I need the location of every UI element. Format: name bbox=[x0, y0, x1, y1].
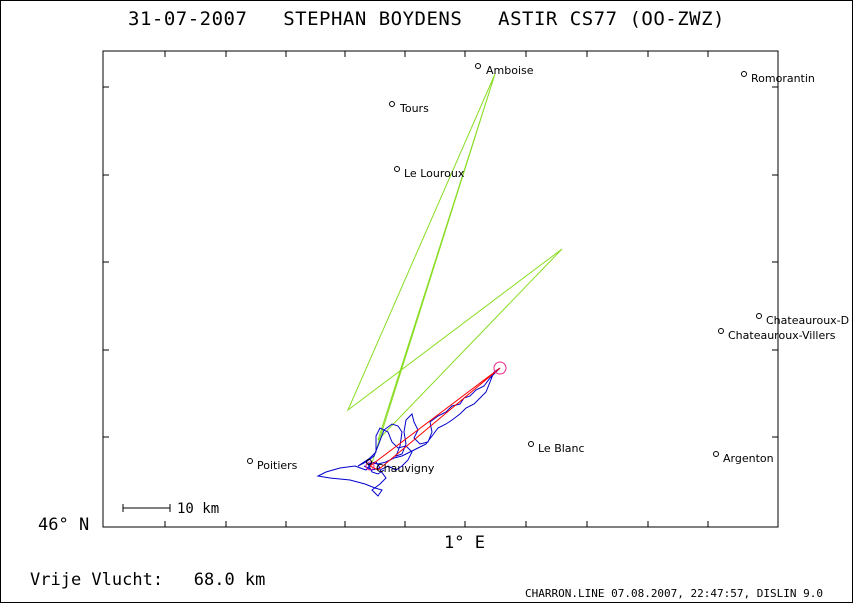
glider-name: ASTIR CS77 (OO-ZWZ) bbox=[498, 8, 725, 30]
flight-header: 31-07-2007 STEPHAN BOYDENS ASTIR CS77 (O… bbox=[0, 8, 853, 30]
city-markers bbox=[247, 63, 762, 465]
city-label-tours: Tours bbox=[399, 102, 429, 115]
bottom-ticks bbox=[164, 521, 709, 527]
flight-date: 31-07-2007 bbox=[128, 8, 248, 30]
city-label-le-louroux: Le Louroux bbox=[404, 167, 465, 180]
city-marker-le-blanc bbox=[528, 441, 534, 447]
latitude-label: 46° N bbox=[38, 515, 90, 535]
city-label-chauvigny: Chauvigny bbox=[376, 462, 435, 475]
city-marker-tours bbox=[389, 101, 395, 107]
city-labels: Amboise Romorantin Tours Le Louroux Chat… bbox=[257, 64, 849, 475]
map-frame bbox=[102, 50, 779, 528]
city-label-le-blanc: Le Blanc bbox=[538, 442, 585, 455]
pilot-name: STEPHAN BOYDENS bbox=[283, 8, 463, 30]
city-marker-chauvigny bbox=[366, 459, 372, 465]
city-marker-chateauroux-d bbox=[756, 313, 762, 319]
city-label-romorantin: Romorantin bbox=[751, 72, 815, 85]
city-label-amboise: Amboise bbox=[486, 64, 534, 77]
gps-track-detail bbox=[363, 461, 385, 475]
free-flight-line bbox=[369, 367, 501, 471]
free-flight-distance: Vrije Vlucht: 68.0 km bbox=[30, 570, 266, 590]
city-label-chateauroux-d: Chateauroux-D bbox=[766, 314, 849, 327]
task-route bbox=[346, 73, 563, 464]
city-label-argenton: Argenton bbox=[723, 452, 774, 465]
start-marker bbox=[365, 461, 375, 471]
city-marker-le-louroux bbox=[394, 166, 400, 172]
scale-bar bbox=[122, 504, 171, 512]
city-label-poitiers: Poitiers bbox=[257, 459, 298, 472]
generator-info: CHARRON.LINE 07.08.2007, 22:47:57, DISLI… bbox=[524, 587, 823, 600]
gps-track bbox=[316, 367, 501, 497]
city-label-chateauroux-villers: Chateauroux-Villers bbox=[728, 329, 836, 342]
right-ticks bbox=[772, 86, 778, 438]
left-ticks bbox=[103, 86, 109, 438]
finish-marker bbox=[493, 361, 507, 375]
city-marker-amboise bbox=[475, 63, 481, 69]
city-marker-romorantin bbox=[741, 71, 747, 77]
city-marker-poitiers bbox=[247, 458, 253, 464]
city-marker-chateauroux-villers bbox=[718, 328, 724, 334]
longitude-label: 1° E bbox=[444, 533, 485, 553]
scale-bar-label: 10 km bbox=[177, 501, 219, 517]
city-marker-argenton bbox=[713, 451, 719, 457]
top-ticks bbox=[164, 51, 709, 57]
